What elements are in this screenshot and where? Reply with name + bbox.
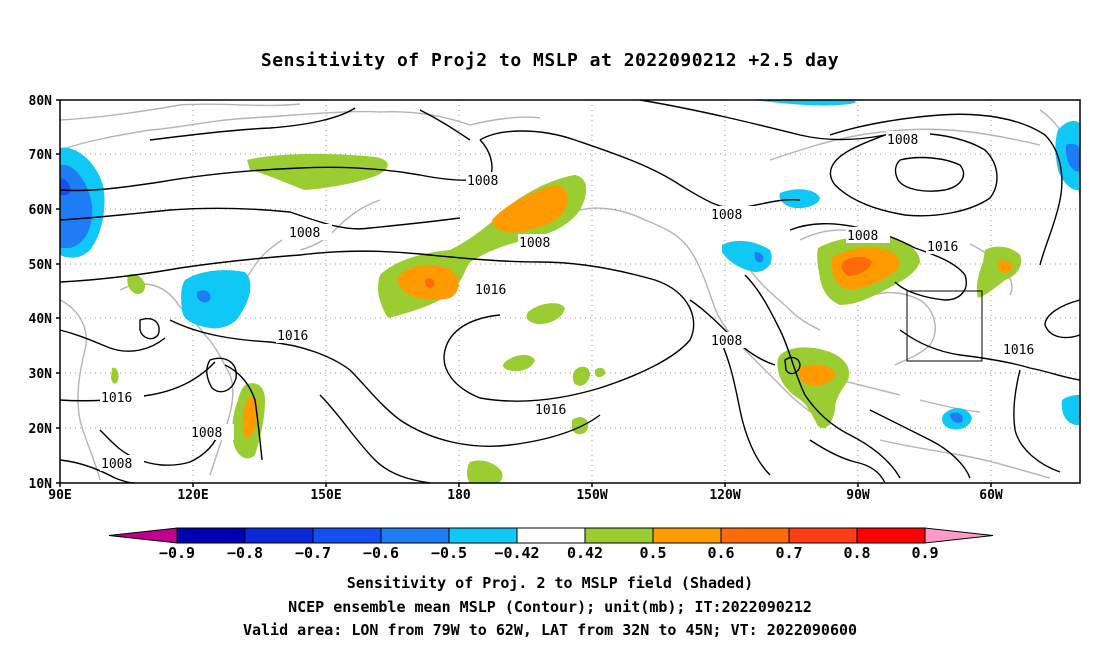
- contour-label: 1016: [101, 391, 132, 406]
- colorbar-tick-label: −0.9: [159, 544, 195, 562]
- colorbar-segment: [244, 527, 314, 544]
- colorbar-tick-label: 0.42: [567, 544, 603, 562]
- colorbar-labels: −0.9 −0.8 −0.7 −0.6 −0.5 −0.42 0.42 0.5 0.6 0.7 0.…: [159, 544, 939, 562]
- colorbar-tick-label: −0.8: [227, 544, 263, 562]
- contour-label: 1008: [101, 457, 132, 472]
- lat-label: 80N: [29, 94, 53, 109]
- contour-label: 1008: [289, 226, 320, 241]
- contour-label: 1008: [467, 174, 498, 189]
- lon-label: 120E: [177, 488, 208, 503]
- contour-label: 1016: [1003, 343, 1034, 358]
- contour-label: 1008: [711, 208, 742, 223]
- colorbar-tick-label: −0.6: [363, 544, 399, 562]
- colorbar-segment: [856, 527, 926, 544]
- colorbar-low-end: [108, 527, 178, 544]
- lon-label: 180: [447, 488, 471, 503]
- contour-label: 1008: [519, 236, 550, 251]
- colorbar-segment: [176, 527, 246, 544]
- colorbar-tick-label: −0.42: [494, 544, 539, 562]
- lon-label: 150W: [576, 488, 607, 503]
- lat-label: 10N: [29, 477, 53, 492]
- longitude-labels: 90E 120E 150E 180 150W 120W 90W 60W: [48, 488, 1003, 503]
- caption-line-2: NCEP ensemble mean MSLP (Contour); unit(…: [288, 598, 812, 616]
- colorbar-segment: [516, 527, 586, 544]
- lat-label: 60N: [29, 203, 53, 218]
- lon-label: 60W: [979, 488, 1003, 503]
- contour-labels: 1008 1008 1008 1008 1008 1008 1008 1008 …: [100, 131, 1046, 472]
- latitude-labels: 80N 70N 60N 50N 40N 30N 20N 10N: [29, 94, 53, 492]
- colorbar-tick-label: 0.5: [639, 544, 666, 562]
- contour-label: 1008: [191, 426, 222, 441]
- lon-label: 90E: [48, 488, 71, 503]
- colorbar-segment: [312, 527, 382, 544]
- colorbar-segment: [380, 527, 450, 544]
- colorbar-segment: [652, 527, 722, 544]
- caption-line-1: Sensitivity of Proj. 2 to MSLP field (Sh…: [346, 574, 754, 592]
- colorbar: [108, 527, 994, 544]
- colorbar-segment: [788, 527, 858, 544]
- negative-sensitivity-shading: [60, 100, 1080, 430]
- contour-label: 1008: [887, 133, 918, 148]
- lat-label: 40N: [29, 312, 53, 327]
- axis-ticks: [56, 99, 992, 487]
- colorbar-tick-label: 0.7: [775, 544, 802, 562]
- valid-area-box: [906, 290, 983, 362]
- lon-label: 120W: [709, 488, 740, 503]
- lat-label: 50N: [29, 258, 53, 273]
- plot-border: [59, 99, 1081, 484]
- positive-sensitivity-shading: [111, 153, 1022, 483]
- contour-label: 1016: [277, 329, 308, 344]
- map-title: Sensitivity of Proj2 to MSLP at 20220902…: [260, 50, 840, 71]
- colorbar-tick-label: −0.5: [431, 544, 467, 562]
- colorbar-segment: [720, 527, 790, 544]
- contour-label: 1016: [927, 240, 958, 255]
- colorbar-tick-label: −0.7: [295, 544, 331, 562]
- caption-line-3: Valid area: LON from 79W to 62W, LAT fro…: [242, 621, 858, 639]
- colorbar-tick-label: 0.8: [843, 544, 870, 562]
- lat-label: 70N: [29, 148, 53, 163]
- colorbar-segment: [584, 527, 654, 544]
- contour-label: 1008: [847, 229, 878, 244]
- contour-label: 1016: [475, 283, 506, 298]
- colorbar-tick-label: 0.9: [911, 544, 938, 562]
- colorbar-high-end: [924, 527, 994, 544]
- contour-label: 1008: [711, 334, 742, 349]
- lat-label: 20N: [29, 422, 53, 437]
- lon-label: 90W: [846, 488, 870, 503]
- colorbar-tick-label: 0.6: [707, 544, 734, 562]
- lat-label: 30N: [29, 367, 53, 382]
- lon-label: 150E: [310, 488, 341, 503]
- contour-label: 1016: [535, 403, 566, 418]
- colorbar-segment: [448, 527, 518, 544]
